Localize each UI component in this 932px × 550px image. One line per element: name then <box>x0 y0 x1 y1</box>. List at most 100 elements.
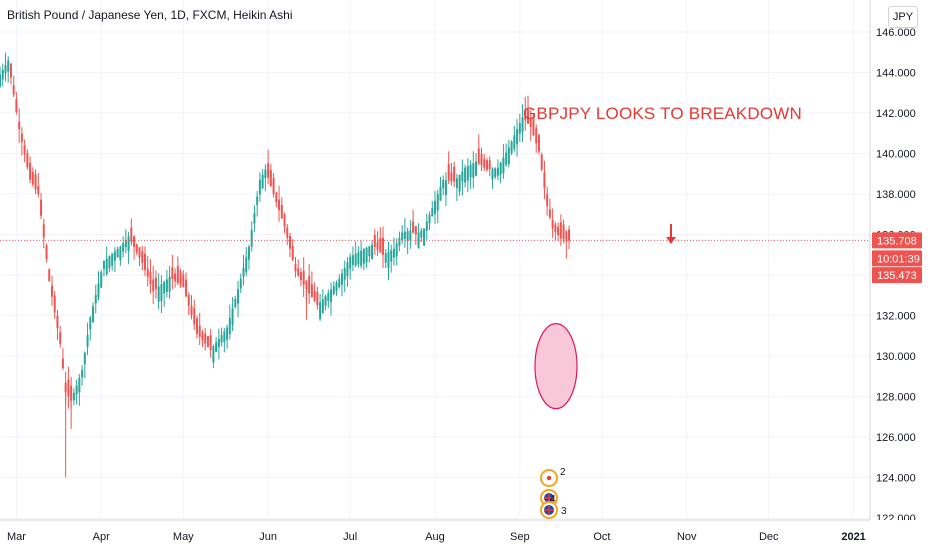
candle-body <box>518 123 521 134</box>
candle-body <box>149 271 152 285</box>
candle <box>447 151 450 185</box>
candle-body <box>165 279 168 293</box>
candle <box>483 153 486 172</box>
candle-body <box>551 219 554 229</box>
candle-body <box>310 284 313 298</box>
candle <box>562 219 565 244</box>
countdown-tag-bg <box>872 250 922 267</box>
candle-body <box>146 268 149 278</box>
time-axis[interactable]: Mar Apr May Jun Jul Aug Sep Oct Nov Dec 2021 <box>0 519 932 550</box>
target-ellipse <box>534 323 578 410</box>
candle-body <box>105 258 108 274</box>
candle-body <box>420 230 423 238</box>
candle <box>340 269 343 297</box>
candle-body <box>48 269 51 282</box>
candle <box>532 114 535 137</box>
candle-body <box>373 235 376 248</box>
candle <box>472 151 475 189</box>
candle <box>119 245 122 266</box>
candle-body <box>23 145 26 155</box>
candle <box>280 197 283 220</box>
candle-body <box>461 171 464 182</box>
candle <box>524 96 527 131</box>
candle <box>185 272 188 297</box>
candle-body <box>365 247 368 263</box>
low-price-tag: 135.473 <box>877 270 917 282</box>
candle-body <box>124 239 127 248</box>
candle-body <box>464 167 467 183</box>
candle <box>505 143 508 167</box>
candle-body <box>234 298 237 307</box>
candle-body <box>406 231 409 241</box>
candle <box>488 156 491 177</box>
candle-body <box>524 109 527 121</box>
candle-body <box>256 196 259 205</box>
candle <box>7 56 10 83</box>
candle-body <box>527 109 530 124</box>
candle-body <box>217 338 220 348</box>
candle <box>327 289 330 308</box>
candle-body <box>403 231 406 239</box>
candle-body <box>362 249 365 264</box>
candle <box>75 379 78 405</box>
candle-body <box>294 263 297 271</box>
price-tick-label: 126.000 <box>876 432 916 444</box>
candle-body <box>163 281 166 294</box>
candle-body <box>412 221 415 233</box>
price-tags: 135.708 10:01:39 135.473 <box>872 232 922 284</box>
candle-body <box>275 192 278 203</box>
candle <box>387 241 390 281</box>
candle <box>48 268 51 282</box>
price-tick-label: 132.000 <box>876 311 916 323</box>
candle <box>258 172 261 202</box>
candle <box>26 149 29 170</box>
currency-button[interactable]: JPY <box>888 6 918 28</box>
time-tick-label: 2021 <box>841 531 865 543</box>
candle <box>371 240 374 260</box>
candle-body <box>223 331 226 342</box>
candle-body <box>357 252 360 265</box>
candle <box>518 113 521 142</box>
candle <box>31 167 34 187</box>
candle-body <box>264 169 267 179</box>
candle-body <box>9 63 12 78</box>
candle <box>480 147 483 172</box>
candle <box>206 335 209 348</box>
candle <box>1 63 4 87</box>
candle-body <box>557 226 560 236</box>
candle <box>267 149 270 185</box>
candle <box>491 167 494 189</box>
candle-body <box>133 236 136 248</box>
candle <box>412 209 415 234</box>
candle-body <box>516 129 519 145</box>
candle-body <box>127 236 130 252</box>
candle <box>42 218 45 249</box>
candle-body <box>228 318 231 335</box>
candle <box>332 281 335 296</box>
candle <box>152 265 155 304</box>
candle <box>507 139 510 168</box>
candle-body <box>417 232 420 249</box>
candle-body <box>559 222 562 239</box>
candle-body <box>75 385 78 395</box>
candle-body <box>83 352 86 365</box>
candle-body <box>425 221 428 232</box>
candle <box>551 208 554 238</box>
candle <box>228 304 231 340</box>
candle-body <box>485 160 488 170</box>
candle-body <box>510 141 513 154</box>
candle <box>89 315 92 341</box>
candle <box>379 227 382 254</box>
candle-body <box>113 251 116 261</box>
event-badges[interactable]: 2 43 <box>540 467 567 519</box>
time-tick-label: Dec <box>759 531 779 543</box>
candle-body <box>187 294 190 306</box>
candle <box>461 159 464 196</box>
candle <box>111 252 114 271</box>
candle-body <box>395 243 398 257</box>
candle <box>439 176 442 201</box>
candle <box>105 246 108 277</box>
candle-body <box>50 285 53 297</box>
candle <box>308 264 311 304</box>
